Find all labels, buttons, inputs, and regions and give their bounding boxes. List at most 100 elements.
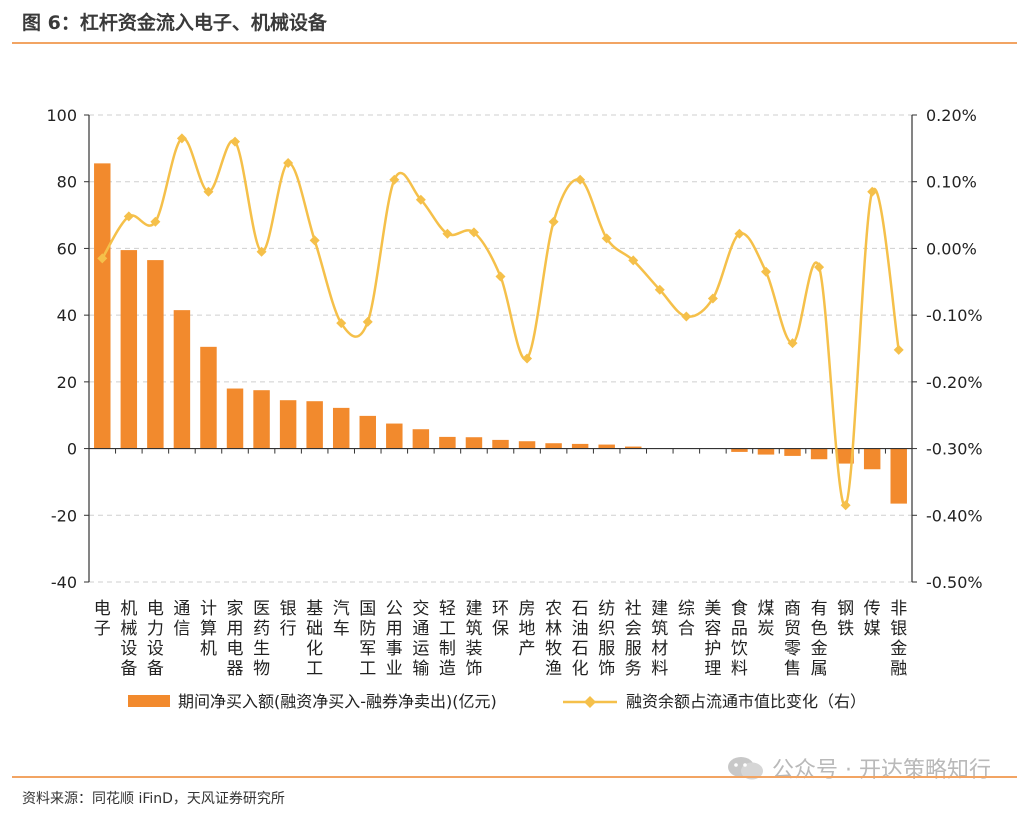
category-label: 钢铁 <box>837 599 854 639</box>
line-point <box>203 186 214 197</box>
category-label: 农林牧渔 <box>545 599 562 679</box>
category-label: 综合 <box>678 599 695 639</box>
category-label: 医药生物 <box>253 599 270 679</box>
bar <box>439 436 456 449</box>
right-tick-label: -0.40% <box>926 506 983 525</box>
right-tick-label: 0.20% <box>926 106 977 125</box>
category-label: 建筑材料 <box>651 599 668 679</box>
category-label: 家用电器 <box>227 599 244 679</box>
line-point <box>707 293 718 304</box>
bar <box>386 423 403 449</box>
category-label: 基础化工 <box>306 599 323 679</box>
right-tick-label: 0.10% <box>926 173 977 192</box>
category-label: 银行 <box>280 599 297 639</box>
line-point <box>283 158 294 169</box>
left-tick-label: 40 <box>57 306 77 325</box>
bar <box>200 346 217 449</box>
wechat-icon <box>728 757 764 780</box>
line-point <box>362 316 373 327</box>
line-point <box>893 344 904 355</box>
category-label: 交通运输 <box>412 599 429 679</box>
line-point <box>760 266 771 277</box>
bar <box>492 439 509 449</box>
bar <box>226 388 244 449</box>
line-point <box>548 216 559 227</box>
left-tick-label: -20 <box>51 506 77 525</box>
line-point <box>176 133 187 144</box>
category-label: 有色金属 <box>811 599 828 679</box>
line-point <box>814 262 825 273</box>
bar <box>518 441 536 449</box>
right-tick-label: 0.00% <box>926 239 977 258</box>
bar <box>863 448 881 470</box>
bar <box>837 448 854 464</box>
line-point <box>654 284 665 295</box>
category-label: 石油石化 <box>572 599 589 679</box>
line-point <box>628 255 639 266</box>
line-point <box>867 186 878 197</box>
left-tick-label: 20 <box>57 373 77 392</box>
category-label: 煤炭 <box>757 599 774 639</box>
line-point <box>495 271 506 282</box>
left-tick-label: 0 <box>67 440 77 459</box>
category-label: 轻工制造 <box>439 599 456 679</box>
bar <box>332 407 350 449</box>
bar <box>94 163 111 449</box>
bar <box>306 401 323 449</box>
bar <box>571 443 589 449</box>
line-point <box>230 136 241 147</box>
left-tick-label: 100 <box>46 106 77 125</box>
bar <box>731 448 748 452</box>
bar <box>173 310 191 449</box>
category-label: 食品饮料 <box>731 599 748 679</box>
line-point <box>522 353 533 364</box>
bar <box>465 437 483 449</box>
legend-bar-label: 期间净买入额(融资净买入-融券净卖出)(亿元) <box>178 692 497 711</box>
source-note: 资料来源：同花顺 iFinD，天风证券研究所 <box>22 791 285 807</box>
line-point <box>150 216 161 227</box>
category-label: 传媒 <box>864 599 881 639</box>
category-label: 计算机 <box>200 599 217 659</box>
category-label: 纺织服饰 <box>598 599 615 679</box>
category-label: 机械设备 <box>120 599 137 679</box>
combo-chart: -40 -20 0 20 40 60 80 100 -0.50% -0.40% -0.30% -0.2… <box>46 106 983 711</box>
bar <box>412 429 430 449</box>
line-point <box>681 311 692 322</box>
bar <box>147 260 164 449</box>
bar <box>810 448 828 460</box>
line-point <box>97 253 108 264</box>
bar <box>625 446 642 449</box>
category-label: 房地产 <box>519 599 536 659</box>
line-point <box>389 174 400 185</box>
category-label: 美容护理 <box>704 599 721 679</box>
line-point <box>415 194 426 205</box>
line-point <box>442 228 453 239</box>
top-rule <box>12 42 1017 44</box>
category-label: 商贸零售 <box>784 599 801 679</box>
bottom-rule <box>12 776 1017 778</box>
legend-line-marker <box>584 696 596 708</box>
line-point <box>123 211 134 222</box>
line-series <box>101 137 900 507</box>
category-label: 公用事业 <box>386 599 403 679</box>
figure-title: 图 6：杠杆资金流入电子、机械设备 <box>22 12 327 34</box>
line-point <box>601 233 612 244</box>
line-point <box>256 246 267 257</box>
right-tick-label: -0.10% <box>926 306 983 325</box>
bar <box>757 448 775 455</box>
line-point <box>336 318 347 329</box>
right-tick-label: -0.50% <box>926 573 983 592</box>
bar <box>279 400 297 449</box>
category-label: 建筑装饰 <box>465 599 482 679</box>
bar <box>253 390 270 449</box>
line-point <box>309 235 320 246</box>
left-tick-label: 80 <box>57 173 77 192</box>
bar <box>784 448 801 456</box>
category-label: 社会服务 <box>625 599 642 679</box>
left-tick-label: -40 <box>51 573 77 592</box>
watermark-text: 公众号 · 开达策略知行 <box>772 758 991 783</box>
category-label: 环保 <box>492 599 509 639</box>
line-point <box>787 338 798 349</box>
category-label: 非银金融 <box>890 599 907 679</box>
line-point <box>734 228 745 239</box>
